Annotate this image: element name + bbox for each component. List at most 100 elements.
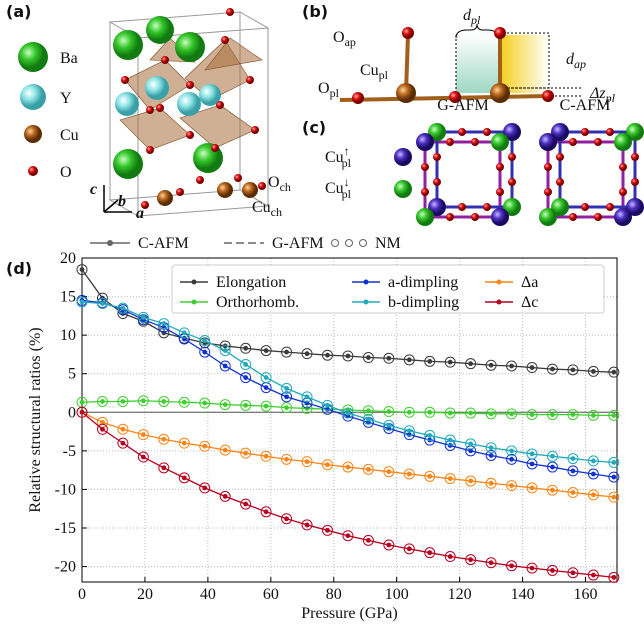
point [223,494,228,499]
point [611,575,616,580]
o-atom [631,153,639,161]
y-tick-label: 0 [68,404,76,421]
site-sub: ch [271,205,282,219]
species-label: Cu [60,127,79,144]
point [182,330,187,335]
point [611,495,616,500]
point [489,560,494,565]
o-atom [619,188,627,196]
dist-sub: ap [574,57,586,71]
x-tick-label: 40 [200,586,216,603]
point [611,460,616,465]
point [366,467,371,472]
point [264,454,269,459]
y-tick-label: 5 [68,366,76,383]
spin-sub: pl [342,187,352,201]
point [550,412,555,417]
y-tick-label: -5 [63,443,76,460]
point [427,433,432,438]
point [611,413,616,418]
point [448,360,453,365]
o-atom [508,178,516,186]
panel-label: (b) [302,2,328,21]
spin-down-sphere [394,180,412,198]
point [243,451,248,456]
o-atom [544,163,552,171]
o-atom [483,203,491,211]
figure: (a) Ba Y Cu O [0,0,644,629]
site-base: O [333,29,345,46]
point [571,367,576,372]
o-atom [483,128,491,136]
point [591,458,596,463]
point [325,528,330,533]
point [489,411,494,416]
style-sample [107,240,113,246]
cu-atom [396,83,416,103]
point [284,516,289,521]
o-atom [458,203,466,211]
point [407,546,412,551]
point [264,509,269,514]
order-label: C-AFM [560,97,611,114]
y-tick-label: 10 [60,327,76,344]
point [121,427,126,432]
ba-atom [113,149,143,179]
style-label: G-AFM [272,235,324,252]
x-axis-title: Pressure (GPa) [301,605,397,622]
point [427,474,432,479]
order-label: G-AFM [437,97,489,114]
dist-label: dpl [463,7,481,27]
o-atom [494,27,506,39]
point [325,403,330,408]
o-atom [581,203,589,211]
o-sphere [28,166,38,176]
point [325,462,330,467]
point [509,448,514,453]
x-tick-label: 160 [574,586,598,603]
point [611,475,616,480]
site-sub: pl [379,68,389,82]
ba-atom [175,32,205,62]
point [202,444,207,449]
point [550,568,555,573]
o-atom [619,163,627,171]
point [509,364,514,369]
cu-atom [614,133,632,151]
site-base: O [318,80,330,97]
species-label: Ba [60,50,78,67]
spin-up-sphere [394,148,412,166]
x-tick-label: 80 [326,586,342,603]
point [100,399,105,404]
point [202,338,207,343]
point [284,386,289,391]
point [448,476,453,481]
point [571,412,576,417]
point [243,403,248,408]
spin-label: Cu↓pl [325,175,352,201]
point [386,423,391,428]
o-atom [569,213,577,221]
point [202,350,207,355]
species-label: Y [60,90,72,107]
species-label: O [60,164,72,181]
y-atom [145,76,169,100]
point [427,550,432,555]
y-sphere [20,84,46,110]
dist-label: dap [566,51,586,71]
style-sample [360,240,367,247]
o-atom [631,178,639,186]
point [264,348,269,353]
style-sample [332,240,339,247]
point [182,441,187,446]
o-atom [606,128,614,136]
point [223,348,228,353]
x-tick-label: 60 [263,586,279,603]
point [366,417,371,422]
point [468,361,473,366]
point [386,469,391,474]
point [182,475,187,480]
axis-label: b [118,193,126,210]
point [386,543,391,548]
point [346,533,351,538]
